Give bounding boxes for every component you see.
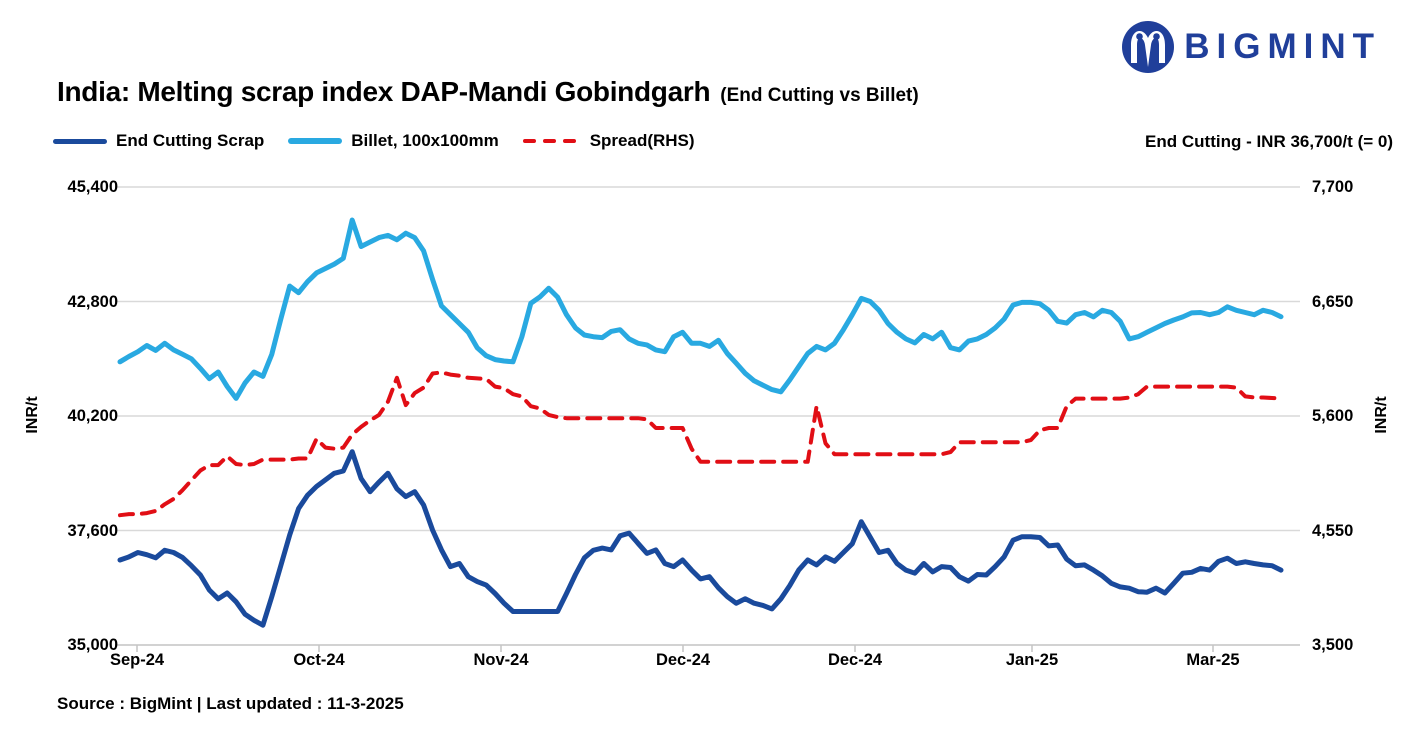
bigmint-logo: BIGMINT	[1122, 21, 1381, 73]
legend-label: Billet, 100x100mm	[351, 131, 499, 150]
legend-item-billet: Billet, 100x100mm	[288, 131, 499, 151]
left-y-axis-label: 42,800	[67, 292, 118, 311]
right-y-axis-label: 6,650	[1312, 292, 1354, 311]
page-title-suffix: (End Cutting vs Billet)	[720, 85, 919, 106]
left-y-axis-label: 45,400	[67, 178, 118, 196]
brand-name: BIGMINT	[1184, 27, 1381, 66]
page-title: India: Melting scrap index DAP-Mandi Gob…	[57, 76, 711, 107]
x-axis-label: Sep-24	[109, 651, 165, 669]
right-y-axis-label: 4,550	[1312, 521, 1354, 540]
x-axis-label: Dec-24	[827, 651, 883, 669]
source-note: Source : BigMint | Last updated : 11-3-2…	[57, 694, 404, 713]
legend-label: Spread(RHS)	[589, 131, 695, 150]
legend-item-end-cutting-scrap: End Cutting Scrap	[53, 131, 264, 151]
chart-title-row: India: Melting scrap index DAP-Mandi Gob…	[57, 76, 919, 108]
right-y-axis-label: 3,500	[1312, 636, 1354, 654]
x-axis-label: Dec-24	[655, 651, 711, 669]
end-cutting-line-swatch-icon	[53, 138, 107, 144]
bigmint-logo-icon	[1122, 21, 1175, 73]
x-axis-label: Oct-24	[293, 651, 345, 669]
spread-dashed-swatch-icon	[522, 139, 581, 143]
series-line-spread-rhs-	[118, 370, 1283, 518]
right-y-axis-label: 7,700	[1312, 178, 1354, 196]
series-line-end-cutting-scrap	[117, 449, 1284, 628]
x-axis-label: Jan-25	[1005, 651, 1059, 669]
left-y-axis-label: 37,600	[67, 521, 118, 540]
chart-legend: End Cutting Scrap Billet, 100x100mm Spre…	[53, 131, 695, 151]
series-line-billet-100x100mm	[117, 217, 1284, 401]
left-y-axis-label: 40,200	[67, 407, 118, 425]
legend-label: End Cutting Scrap	[116, 131, 265, 150]
billet-line-swatch-icon	[288, 138, 343, 144]
x-axis-label: Nov-24	[473, 651, 529, 669]
legend-item-spread: Spread(RHS)	[522, 131, 695, 151]
left-y-axis-label: 35,000	[67, 636, 118, 654]
x-axis-label: Mar-25	[1186, 651, 1240, 669]
right-y-axis-label: 5,600	[1312, 407, 1354, 425]
spread-basis-annotation: End Cutting - INR 36,700/t (= 0)	[1145, 132, 1393, 151]
